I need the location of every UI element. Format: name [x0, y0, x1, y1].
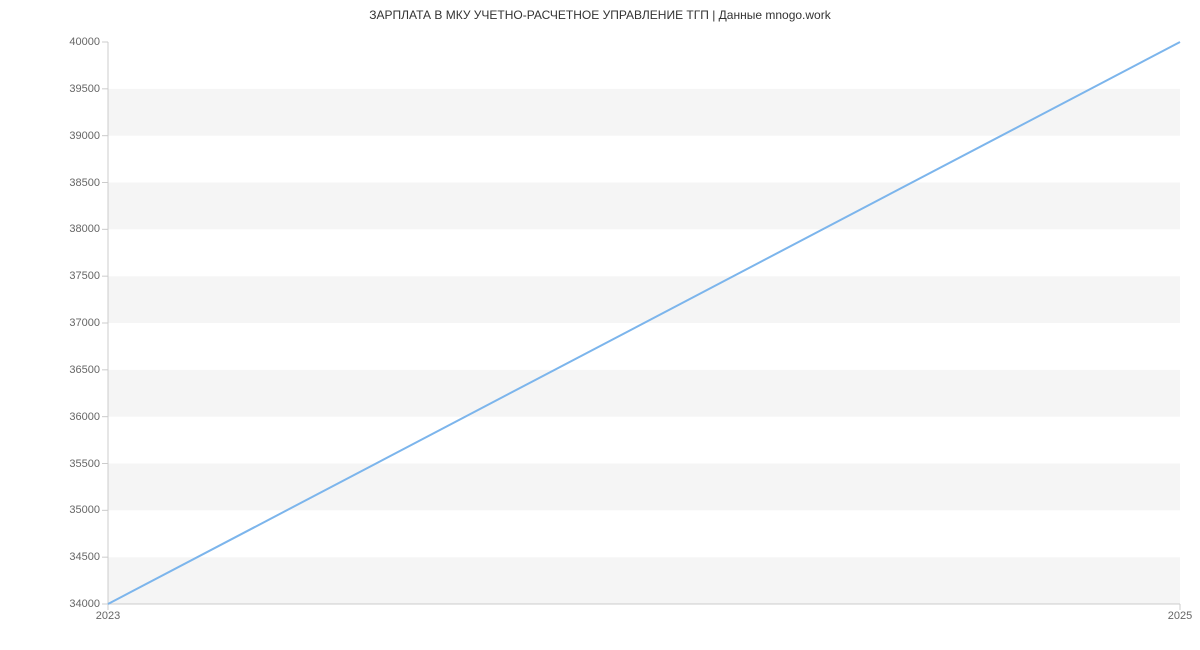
plot-svg — [108, 42, 1180, 604]
x-tick-label: 2025 — [1168, 610, 1192, 622]
grid-band — [108, 557, 1180, 604]
y-tick-label: 39000 — [69, 130, 100, 142]
y-tick-label: 35500 — [69, 458, 100, 470]
x-tick-label: 2023 — [96, 610, 120, 622]
y-tick-label: 35000 — [69, 504, 100, 516]
y-tick-label: 38500 — [69, 177, 100, 189]
grid-band — [108, 417, 1180, 464]
grid-band — [108, 464, 1180, 511]
y-tick-label: 40000 — [69, 36, 100, 48]
y-tick-label: 34000 — [69, 598, 100, 610]
grid-band — [108, 323, 1180, 370]
y-tick-label: 37500 — [69, 270, 100, 282]
y-tick-label: 34500 — [69, 551, 100, 563]
y-tick-label: 38000 — [69, 223, 100, 235]
grid-band — [108, 89, 1180, 136]
salary-line-chart: ЗАРПЛАТА В МКУ УЧЕТНО-РАСЧЕТНОЕ УПРАВЛЕН… — [0, 0, 1200, 650]
grid-band — [108, 183, 1180, 230]
y-tick-label: 36000 — [69, 411, 100, 423]
grid-band — [108, 136, 1180, 183]
plot-area: 3400034500350003550036000365003700037500… — [108, 42, 1180, 604]
grid-band — [108, 510, 1180, 557]
y-tick-label: 36500 — [69, 364, 100, 376]
grid-band — [108, 229, 1180, 276]
grid-band — [108, 276, 1180, 323]
y-tick-label: 39500 — [69, 83, 100, 95]
grid-band — [108, 370, 1180, 417]
y-tick-label: 37000 — [69, 317, 100, 329]
chart-title: ЗАРПЛАТА В МКУ УЧЕТНО-РАСЧЕТНОЕ УПРАВЛЕН… — [0, 8, 1200, 22]
grid-band — [108, 42, 1180, 89]
